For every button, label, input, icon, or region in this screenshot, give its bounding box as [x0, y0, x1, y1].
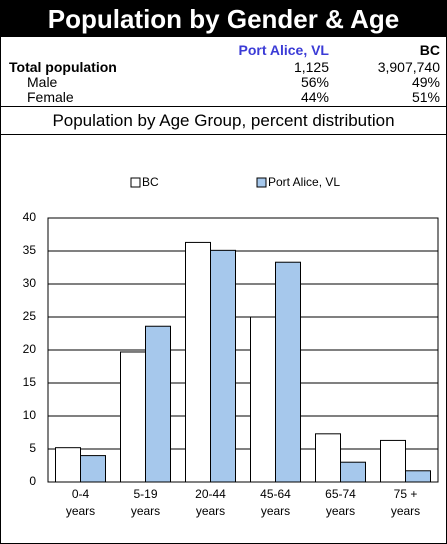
- x-tick-label: 0-4 years: [65, 487, 96, 518]
- y-tick-label: 10: [23, 408, 37, 422]
- row-label: Male: [27, 74, 58, 90]
- legend-label: Port Alice, VL: [268, 175, 340, 189]
- y-tick-label: 25: [23, 309, 37, 323]
- bar: [405, 470, 431, 483]
- legend-label: BC: [142, 175, 159, 189]
- x-tick-label: 65-74 years: [325, 487, 356, 518]
- y-tick-label: 0: [29, 474, 36, 488]
- bar: [250, 316, 276, 483]
- legend-swatch: [130, 177, 141, 188]
- column-header: Port Alice, VL: [238, 42, 329, 58]
- y-tick-label: 35: [23, 243, 37, 257]
- cell: 49%: [411, 74, 440, 90]
- cell: 3,907,740: [377, 59, 440, 75]
- bar: [145, 325, 171, 483]
- y-tick-label: 15: [23, 375, 37, 389]
- cell: 44%: [300, 89, 329, 105]
- x-tick-label: 45-64 years: [260, 487, 291, 518]
- y-tick-label: 20: [23, 342, 37, 356]
- bar: [340, 461, 366, 483]
- x-tick-label: 20-44 years: [195, 487, 226, 518]
- y-tick-label: 40: [23, 210, 37, 224]
- legend-swatch: [256, 177, 267, 188]
- plot-frame: [47, 217, 439, 483]
- x-tick-label: 75 + years: [390, 487, 421, 518]
- bar: [380, 439, 406, 483]
- bar: [185, 241, 211, 483]
- chart-title: Population by Age Group, percent distrib…: [1, 106, 446, 135]
- row-label: Total population: [9, 59, 117, 75]
- bar: [120, 351, 146, 483]
- row-label: Female: [27, 89, 74, 105]
- y-tick-label: 30: [23, 276, 37, 290]
- bar: [80, 455, 106, 483]
- cell: 56%: [300, 74, 329, 90]
- column-header: BC: [419, 42, 440, 58]
- title: Population by Gender & Age: [1, 1, 446, 37]
- bar: [315, 433, 341, 483]
- cell: 1,125: [293, 59, 329, 75]
- bar: [55, 447, 81, 483]
- bar: [210, 249, 236, 483]
- y-tick-label: 5: [29, 441, 36, 455]
- cell: 51%: [411, 89, 440, 105]
- bar: [275, 261, 301, 483]
- x-tick-label: 5-19 years: [130, 487, 161, 518]
